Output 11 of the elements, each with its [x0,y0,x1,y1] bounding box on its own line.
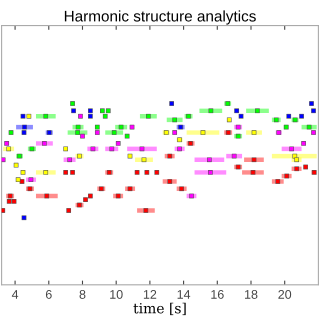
x-tick-label: 14 [178,290,190,299]
x-tick-label: 8 [80,290,86,299]
x-tick-label: 12 [144,290,156,299]
x-tick-label: 18 [245,290,258,299]
chart-title: Harmonic structure analytics [64,10,256,25]
x-tick-label: 20 [278,290,292,299]
x-axis-title: time [s] [134,302,186,316]
x-tick-label: 6 [46,290,52,299]
x-tick-label: 16 [211,290,224,299]
x-tick-label: 10 [110,290,123,299]
x-tick-label: 4 [12,290,18,299]
